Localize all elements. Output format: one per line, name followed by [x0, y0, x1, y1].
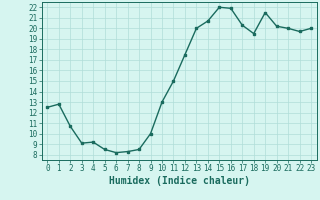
X-axis label: Humidex (Indice chaleur): Humidex (Indice chaleur) — [109, 176, 250, 186]
